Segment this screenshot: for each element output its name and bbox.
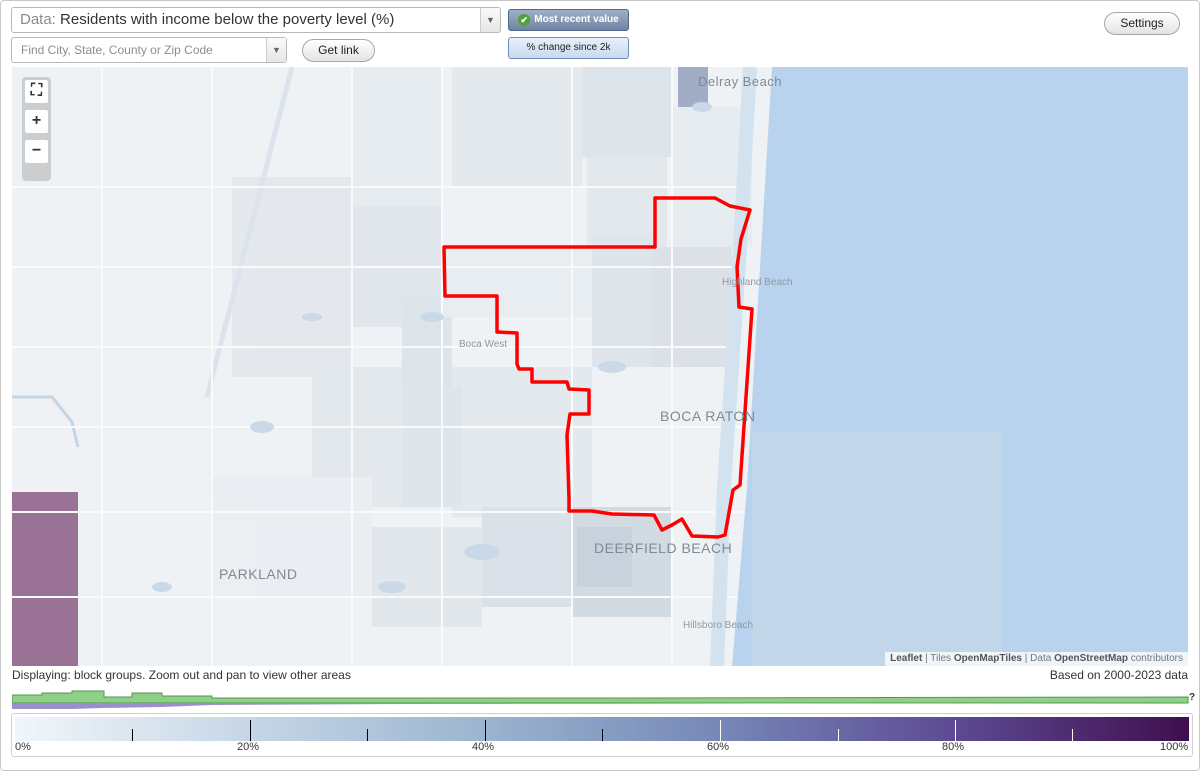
leaflet-link[interactable]: Leaflet	[890, 653, 923, 664]
data-prefix-label: Data:	[20, 11, 56, 28]
legend-label-40: 40%	[472, 741, 495, 753]
data-selector[interactable]: Data: Residents with income below the po…	[11, 7, 501, 33]
label-boca-raton: BOCA RATON	[660, 408, 756, 424]
label-highland-beach: Highland Beach	[722, 277, 793, 288]
search-input[interactable]	[12, 38, 262, 62]
data-years-note: Based on 2000-2023 data	[1049, 668, 1188, 682]
study-area-boundary	[442, 196, 754, 539]
chevron-down-icon[interactable]: ▼	[266, 38, 286, 62]
legend-minor-tick	[367, 729, 368, 741]
label-delray-beach: Delray Beach	[698, 74, 783, 89]
color-legend: 0% 20% 40% 60% 80% 100%	[11, 713, 1193, 757]
attribution-text: | Tiles	[922, 653, 954, 664]
legend-label-100: 100%	[1160, 741, 1189, 753]
get-link-button[interactable]: Get link	[302, 39, 375, 62]
settings-button[interactable]: Settings	[1104, 12, 1180, 35]
label-deerfield-beach: DEERFIELD BEACH	[594, 540, 733, 556]
openmaptiles-link[interactable]: OpenMapTiles	[953, 653, 1022, 664]
legend-minor-tick	[602, 729, 603, 741]
legend-minor-tick	[838, 729, 839, 741]
value-histogram: ?	[12, 690, 1195, 709]
legend-label-80: 80%	[942, 741, 965, 753]
most-recent-label: Most recent value	[534, 14, 619, 25]
fit-bounds-icon[interactable]: ⛶	[25, 80, 48, 103]
legend-label-0: 0%	[15, 741, 31, 753]
check-icon: ✔	[518, 14, 531, 26]
map-attribution: Leaflet | Tiles OpenMapTiles | Data Open…	[885, 652, 1188, 666]
zoom-control: ⛶ + −	[22, 77, 51, 181]
most-recent-value-toggle[interactable]: ✔ Most recent value	[508, 9, 629, 31]
data-selector-value: Residents with income below the poverty …	[60, 11, 395, 28]
label-hillsboro-beach: Hillsboro Beach	[683, 620, 754, 631]
block-groups	[12, 67, 752, 627]
legend-major-tick	[485, 720, 486, 741]
label-boca-west: Boca West	[459, 339, 508, 350]
high-value-area	[12, 492, 78, 666]
histogram-unknown-marker: ?	[1189, 692, 1195, 703]
legend-major-tick	[955, 720, 956, 741]
label-parkland: PARKLAND	[219, 566, 298, 582]
display-level-note: Displaying: block groups. Zoom out and p…	[12, 668, 351, 682]
legend-label-20: 20%	[237, 741, 260, 753]
legend-major-tick	[720, 720, 721, 741]
zoom-in-button[interactable]: +	[25, 110, 48, 133]
attribution-text: | Data	[1022, 653, 1055, 664]
legend-minor-tick	[1072, 729, 1073, 741]
map-view[interactable]: ⛶ + − Delray Beach Highland Beach Boca W…	[12, 67, 1188, 666]
zoom-out-button[interactable]: −	[25, 140, 48, 163]
chevron-down-icon[interactable]: ▼	[480, 8, 500, 32]
legend-label-60: 60%	[707, 741, 730, 753]
legend-minor-tick	[132, 729, 133, 741]
map-canvas	[12, 67, 1188, 666]
legend-major-tick	[250, 720, 251, 741]
percent-change-toggle[interactable]: % change since 2k	[508, 37, 629, 59]
location-search[interactable]: ▼	[11, 37, 287, 63]
attribution-text: contributors	[1127, 653, 1183, 664]
openstreetmap-link[interactable]: OpenStreetMap	[1054, 653, 1128, 664]
